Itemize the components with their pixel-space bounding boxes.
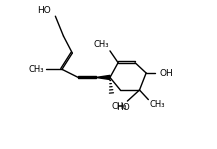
Text: HO: HO (37, 6, 51, 15)
Text: HO: HO (116, 103, 130, 112)
Text: OH: OH (159, 69, 173, 77)
Text: CH₃: CH₃ (111, 102, 127, 111)
Text: CH₃: CH₃ (93, 40, 108, 49)
Text: CH₃: CH₃ (149, 100, 164, 109)
Polygon shape (96, 75, 110, 80)
Text: CH₃: CH₃ (29, 65, 44, 74)
